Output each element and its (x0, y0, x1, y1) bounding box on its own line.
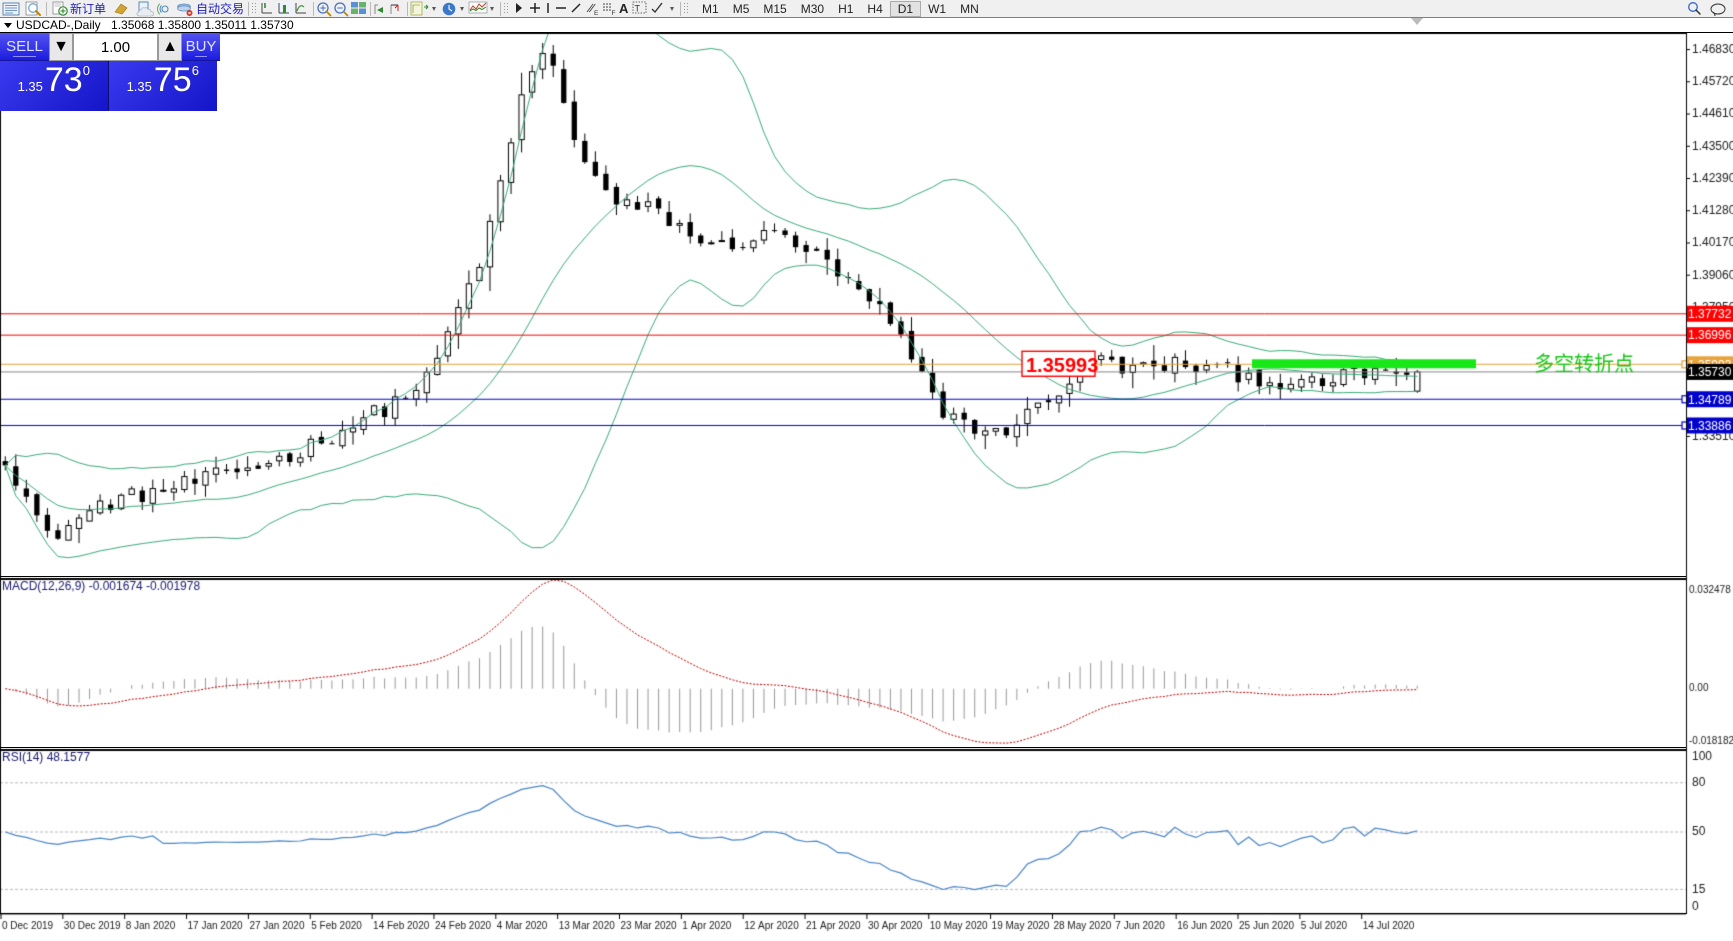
svg-text:E: E (594, 10, 599, 16)
svg-text:F: F (612, 10, 616, 16)
svg-text:A: A (619, 1, 629, 16)
svg-text:T: T (635, 4, 641, 14)
